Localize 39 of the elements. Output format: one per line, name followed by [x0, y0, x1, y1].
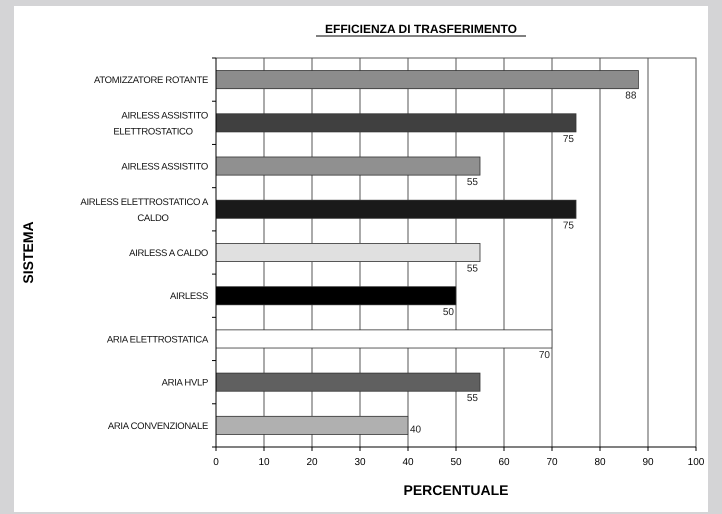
bar [216, 113, 576, 132]
x-tick-label: 50 [450, 457, 462, 468]
data-label: 50 [442, 306, 454, 318]
data-label: 55 [466, 264, 478, 275]
y-tick-label: ATOMIZZATORE ROTANTE [94, 75, 208, 86]
bar [216, 70, 639, 90]
data-label: 55 [466, 393, 478, 404]
x-tick-label: 100 [688, 457, 705, 468]
x-tick-label: 60 [498, 457, 510, 468]
y-axis-title: SISTEMA [20, 221, 36, 284]
data-label: 40 [410, 424, 422, 436]
data-label: 75 [562, 134, 574, 145]
y-tick-label: AIRLESS ASSISTITO ELETTROSTATICO [113, 110, 208, 138]
y-tick-label: AIRLESS [170, 291, 208, 302]
y-tick-label: ARIA ELETTROSTATICA [106, 334, 209, 346]
y-tick-label: ARIA HVLP [162, 378, 208, 389]
x-tick-label: 20 [306, 457, 318, 468]
x-tick-label: 80 [594, 457, 606, 468]
y-tick-label: AIRLESS A CALDO [129, 248, 208, 259]
x-tick-label: 70 [546, 457, 558, 468]
x-tick-label: 30 [354, 457, 366, 468]
data-label: 75 [562, 220, 574, 232]
x-tick-label: 40 [402, 457, 414, 468]
x-tick-label: 0 [213, 457, 220, 468]
y-tick-label: AIRLESS ASSISTITO [121, 162, 208, 173]
x-tick-label: 10 [258, 457, 270, 468]
bar [216, 416, 408, 435]
bar [216, 329, 552, 348]
data-label: 55 [466, 177, 478, 188]
data-label: 88 [625, 90, 637, 102]
chart-title: EFFICIENZA DI TRASFERIMENTO [325, 22, 517, 36]
x-axis-title: PERCENTUALE [403, 482, 509, 498]
bar [216, 243, 480, 262]
x-tick-label: 90 [642, 457, 654, 468]
y-tick-label: AIRLESS ELETTROSTATICO A CALDO [80, 196, 209, 224]
y-tick-label: ARIA CONVENZIONALE [108, 420, 208, 432]
bar [216, 156, 480, 176]
data-label: 70 [538, 350, 550, 362]
bar [216, 200, 576, 219]
